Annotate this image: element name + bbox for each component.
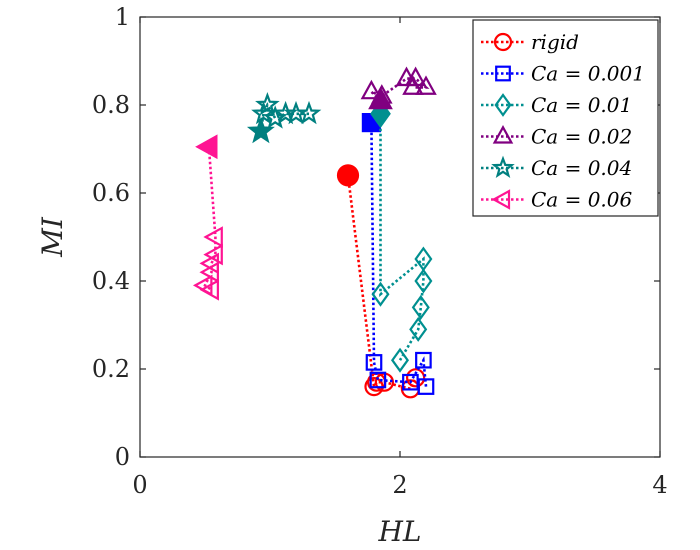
- x-tick-label: 2: [392, 471, 407, 499]
- data-point: [371, 281, 390, 307]
- data-point: [199, 279, 219, 301]
- legend-entry: rigid: [481, 30, 579, 54]
- legend-marker: [491, 189, 511, 210]
- data-point: [417, 378, 435, 395]
- data-point: [402, 75, 424, 95]
- y-axis-label: MI: [36, 216, 69, 258]
- legend-marker: [492, 125, 514, 144]
- data-point: [390, 347, 410, 373]
- legend-marker: [494, 93, 512, 117]
- data-point-start: [336, 164, 360, 187]
- y-tick-label: 0.2: [92, 355, 130, 383]
- legend-label: Ca = 0.001: [531, 62, 645, 86]
- data-point-start: [195, 134, 218, 160]
- y-tick-label: 1: [115, 3, 130, 31]
- x-tick-label: 4: [652, 471, 667, 499]
- series-line: [379, 113, 425, 361]
- x-tick-label: 0: [132, 471, 147, 499]
- data-point: [203, 243, 223, 266]
- x-axis-label: HL: [377, 515, 421, 548]
- y-tick-label: 0.4: [92, 267, 130, 295]
- data-point: [411, 294, 430, 320]
- data-point-start: [368, 86, 393, 110]
- legend-box: [472, 19, 659, 217]
- legend-entry: Ca = 0.001: [481, 62, 645, 86]
- data-point: [406, 368, 426, 388]
- legend-label: rigid: [531, 30, 579, 54]
- data-point: [255, 92, 280, 116]
- data-point: [360, 79, 383, 100]
- plot-area: [192, 66, 437, 399]
- legend-entry: Ca = 0.04: [481, 155, 632, 180]
- data-point: [296, 100, 322, 125]
- legend-marker: [491, 155, 515, 179]
- legend-entry: Ca = 0.06: [481, 188, 633, 212]
- series-4: [246, 92, 322, 144]
- data-point: [402, 373, 419, 391]
- series-5: [192, 134, 223, 301]
- legend-label: Ca = 0.01: [531, 93, 632, 117]
- legend-label: Ca = 0.06: [531, 188, 633, 212]
- data-point: [203, 226, 223, 248]
- legend-marker: [493, 32, 513, 52]
- y-tick-label: 0: [115, 443, 130, 471]
- data-point: [415, 351, 432, 369]
- data-point: [414, 268, 433, 294]
- series-line: [370, 122, 428, 387]
- legend-entry: Ca = 0.02: [481, 125, 632, 149]
- legend-marker: [495, 65, 511, 82]
- data-point: [404, 66, 427, 87]
- series-3: [360, 66, 437, 110]
- data-point-start: [246, 116, 275, 144]
- y-tick-label: 0.8: [92, 91, 130, 119]
- legend: rigid Ca = 0.001 Ca = 0.01 Ca = 0.02 Ca = 0.…: [472, 19, 659, 217]
- series-line: [203, 146, 217, 291]
- data-point: [369, 371, 387, 389]
- axes: 0 2 4 0 0.2 0.4 0.6 0.8 1 HL MI: [36, 3, 668, 548]
- series-2: [370, 99, 433, 373]
- legend-label: Ca = 0.02: [531, 125, 632, 149]
- data-point: [415, 75, 437, 95]
- y-tick-label: 0.6: [92, 179, 130, 207]
- data-point: [409, 316, 428, 342]
- data-point: [365, 354, 383, 371]
- legend-entry: Ca = 0.01: [481, 93, 632, 117]
- series-line: [370, 77, 430, 102]
- legend-label: Ca = 0.04: [531, 156, 632, 180]
